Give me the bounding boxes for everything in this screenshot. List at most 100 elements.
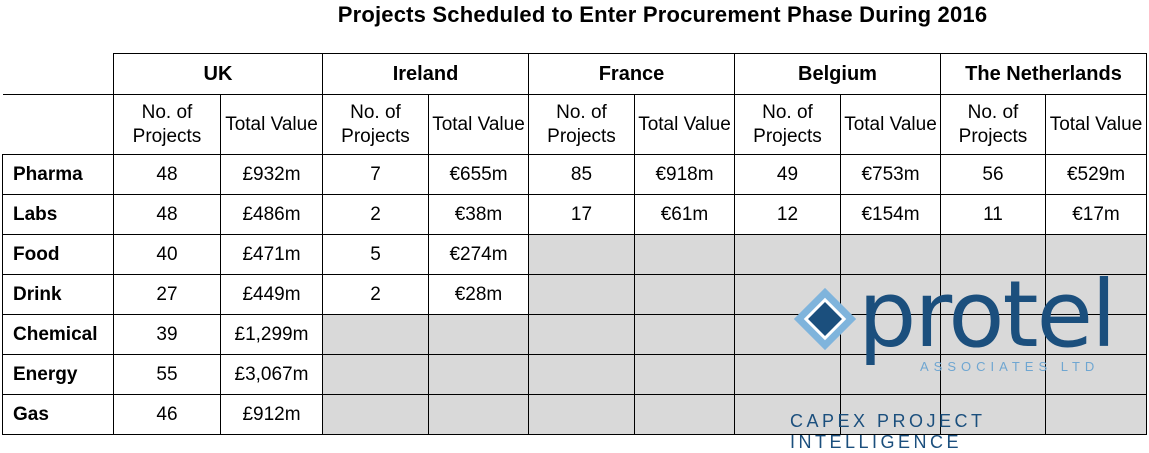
table-cell: €17m — [1045, 194, 1147, 235]
row-label: Energy — [2, 354, 114, 395]
empty-cell — [428, 354, 529, 395]
subheader-value: Total Value — [1045, 94, 1147, 155]
table-cell: 2 — [322, 274, 429, 315]
procurement-table: UK Ireland France Belgium The Netherland… — [2, 53, 1147, 435]
table-cell: 48 — [113, 154, 221, 195]
empty-cell — [428, 394, 529, 435]
table-row: Gas 46 £912m — [2, 394, 1147, 435]
table-cell: £471m — [220, 234, 323, 275]
table-cell: 85 — [528, 154, 635, 195]
country-header: Ireland — [322, 53, 529, 95]
table-cell: 55 — [113, 354, 221, 395]
corner-cell — [2, 53, 114, 95]
table-cell: €61m — [634, 194, 735, 235]
table-cell: £3,067m — [220, 354, 323, 395]
empty-cell — [840, 314, 941, 355]
row-label: Chemical — [2, 314, 114, 355]
empty-cell — [1045, 274, 1147, 315]
empty-cell — [634, 314, 735, 355]
empty-cell — [322, 394, 429, 435]
logo-associates-text: ASSOCIATES LTD — [920, 359, 1100, 374]
table-row: Drink 27 £449m 2 €28m — [2, 274, 1147, 315]
empty-cell — [322, 354, 429, 395]
empty-cell — [428, 314, 529, 355]
subheader-row: No. of Projects Total Value No. of Proje… — [2, 94, 1147, 155]
empty-cell — [528, 354, 635, 395]
table-cell: 17 — [528, 194, 635, 235]
subheader-projects: No. of Projects — [322, 94, 429, 155]
table-cell: €655m — [428, 154, 529, 195]
row-label: Pharma — [2, 154, 114, 195]
empty-cell — [528, 274, 635, 315]
empty-cell — [322, 314, 429, 355]
empty-cell — [840, 234, 941, 275]
subheader-value: Total Value — [428, 94, 529, 155]
row-label: Labs — [2, 194, 114, 235]
table-cell: 48 — [113, 194, 221, 235]
empty-cell — [634, 394, 735, 435]
subheader-value: Total Value — [840, 94, 941, 155]
subheader-projects: No. of Projects — [940, 94, 1046, 155]
table-cell: £912m — [220, 394, 323, 435]
subheader-projects: No. of Projects — [734, 94, 841, 155]
logo-brand-text: protel — [858, 261, 1117, 368]
country-header: UK — [113, 53, 323, 95]
empty-cell — [734, 354, 841, 395]
table-cell: £932m — [220, 154, 323, 195]
table-cell: 11 — [940, 194, 1046, 235]
subheader-value: Total Value — [220, 94, 323, 155]
empty-cell — [840, 394, 941, 435]
empty-cell — [634, 274, 735, 315]
empty-cell — [840, 354, 941, 395]
table-cell: £1,299m — [220, 314, 323, 355]
table-row: Labs 48 £486m 2 €38m 17 €61m 12 €154m 11… — [2, 194, 1147, 235]
table-cell: €753m — [840, 154, 941, 195]
empty-cell — [634, 234, 735, 275]
table-cell: 12 — [734, 194, 841, 235]
subheader-projects: No. of Projects — [113, 94, 221, 155]
table-cell: 49 — [734, 154, 841, 195]
table-row: Energy 55 £3,067m — [2, 354, 1147, 395]
empty-cell — [528, 394, 635, 435]
table-cell: 2 — [322, 194, 429, 235]
table-cell: 40 — [113, 234, 221, 275]
protel-logo: protel ASSOCIATES LTD CAPEX PROJECT INTE… — [790, 261, 1148, 452]
empty-cell — [528, 314, 635, 355]
empty-cell — [940, 234, 1046, 275]
table-cell: £449m — [220, 274, 323, 315]
empty-cell — [1045, 314, 1147, 355]
row-label: Gas — [2, 394, 114, 435]
country-header: The Netherlands — [940, 53, 1147, 95]
logo-tagline: CAPEX PROJECT INTELLIGENCE — [790, 411, 986, 452]
empty-cell — [528, 234, 635, 275]
empty-cell — [1045, 354, 1147, 395]
diamond-logo-icon — [790, 287, 860, 373]
country-header-row: UK Ireland France Belgium The Netherland… — [2, 53, 1147, 95]
country-header: France — [528, 53, 735, 95]
empty-cell — [734, 394, 841, 435]
corner-cell — [2, 94, 114, 155]
table-cell: 7 — [322, 154, 429, 195]
empty-cell — [1045, 234, 1147, 275]
row-label: Drink — [2, 274, 114, 315]
table-cell: 27 — [113, 274, 221, 315]
empty-cell — [940, 394, 1046, 435]
table-cell: €28m — [428, 274, 529, 315]
table-cell: €38m — [428, 194, 529, 235]
table-cell: 56 — [940, 154, 1046, 195]
table-cell: 5 — [322, 234, 429, 275]
table-cell: 46 — [113, 394, 221, 435]
empty-cell — [840, 274, 941, 315]
empty-cell — [634, 354, 735, 395]
table-row: Pharma 48 £932m 7 €655m 85 €918m 49 €753… — [2, 154, 1147, 195]
empty-cell — [1045, 394, 1147, 435]
empty-cell — [940, 314, 1046, 355]
country-header: Belgium — [734, 53, 941, 95]
table-cell: 39 — [113, 314, 221, 355]
table-cell: €274m — [428, 234, 529, 275]
table-cell: €529m — [1045, 154, 1147, 195]
table-cell: £486m — [220, 194, 323, 235]
subheader-projects: No. of Projects — [528, 94, 635, 155]
empty-cell — [734, 234, 841, 275]
subheader-value: Total Value — [634, 94, 735, 155]
